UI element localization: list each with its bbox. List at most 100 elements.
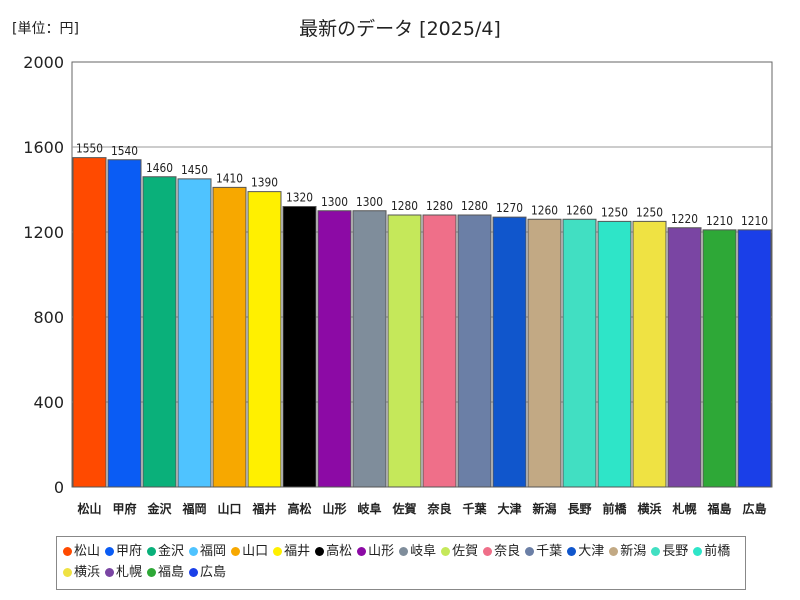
legend-item: 福島: [147, 562, 184, 583]
data-label: 1280: [391, 199, 418, 213]
legend-label: 新潟: [620, 544, 647, 559]
bar-広島: [737, 229, 772, 488]
legend-label: 福岡: [200, 544, 227, 559]
data-label: 1300: [321, 195, 348, 209]
legend-marker-icon: [105, 547, 115, 556]
bar-山形: [317, 210, 352, 488]
legend-label: 佐賀: [452, 544, 479, 559]
x-tick-label: 前橋: [602, 501, 627, 516]
y-tick-label: 1600: [23, 138, 64, 157]
legend-item: 甲府: [105, 541, 142, 562]
data-label: 1300: [356, 195, 383, 209]
legend-label: 長野: [662, 544, 689, 559]
plot-area: [71, 61, 773, 488]
bar-山口: [212, 186, 247, 488]
data-label: 1280: [426, 199, 453, 213]
legend-item: 佐賀: [441, 541, 478, 562]
data-label: 1280: [461, 199, 488, 213]
data-label: 1550: [76, 142, 103, 156]
bar-松山: [72, 157, 107, 488]
legend-label: 横浜: [74, 565, 101, 580]
legend-label: 山形: [368, 544, 395, 559]
x-tick-label: 新潟: [532, 501, 556, 516]
bar-chart: 0 400 800 1200 1600 2000 1550 松山 1540 甲府 1460 金沢 145…: [23, 53, 773, 516]
legend-marker-icon: [63, 568, 72, 577]
legend-marker-icon: [189, 568, 199, 577]
bar-前橋: [597, 220, 632, 488]
x-tick-label: 横浜: [637, 501, 661, 516]
legend-marker-icon: [399, 547, 409, 556]
bar-奈良: [422, 214, 457, 488]
x-tick-label: 千葉: [462, 501, 487, 516]
data-label: 1390: [251, 176, 278, 190]
x-tick-label: 福島: [706, 501, 731, 516]
legend-marker-icon: [105, 568, 115, 577]
bar-福井: [247, 191, 282, 488]
legend-item: 福岡: [189, 541, 226, 562]
legend-label: 松山: [74, 544, 101, 559]
legend-item: 札幌: [105, 562, 142, 583]
bar-高松: [282, 206, 317, 488]
bar-大津: [492, 216, 527, 488]
legend-item: 奈良: [483, 541, 520, 562]
bar-佐賀: [387, 214, 422, 488]
bar-札幌: [667, 227, 702, 488]
legend-marker-icon: [693, 547, 703, 556]
data-label: 1540: [111, 144, 138, 158]
y-tick-label: 0: [54, 478, 64, 497]
legend-marker-icon: [63, 547, 72, 556]
x-tick-label: 札幌: [671, 501, 696, 516]
x-tick-label: 山形: [322, 501, 346, 516]
chart-legend: 松山 甲府 金沢 福岡 山口 福井 高松 山形 岐阜 佐賀 奈良 千葉 大津 新潟 長野 前橋 横浜 札幌 福島 広島: [56, 536, 746, 590]
legend-label: 山口: [242, 544, 269, 559]
bar-長野: [562, 218, 597, 488]
unit-label: [単位：円]: [12, 21, 79, 37]
legend-item: 広島: [189, 562, 226, 583]
legend-marker-icon: [147, 568, 157, 577]
legend-marker-icon: [147, 547, 157, 556]
data-label: 1270: [496, 201, 523, 215]
x-tick-label: 大津: [497, 501, 521, 516]
legend-item: 福井: [273, 541, 310, 562]
bar-福島: [702, 229, 737, 488]
legend-label: 広島: [200, 565, 227, 580]
data-label: 1260: [531, 203, 558, 217]
bar-横浜: [632, 220, 667, 488]
x-tick-label: 甲府: [112, 501, 136, 516]
legend-label: 千葉: [536, 544, 563, 559]
legend-item: 新潟: [609, 541, 646, 562]
legend-label: 福島: [158, 565, 185, 580]
legend-marker-icon: [315, 547, 325, 556]
legend-marker-icon: [483, 547, 493, 556]
legend-marker-icon: [609, 547, 619, 556]
x-tick-label: 福岡: [181, 501, 206, 516]
x-tick-label: 岐阜: [357, 501, 381, 516]
data-label: 1260: [566, 203, 593, 217]
legend-marker-icon: [441, 547, 451, 556]
legend-item: 岐阜: [399, 541, 436, 562]
x-tick-label: 山口: [217, 501, 241, 516]
y-tick-label: 800: [33, 308, 64, 327]
data-label: 1410: [216, 171, 243, 185]
legend-label: 金沢: [158, 544, 185, 559]
legend-marker-icon: [567, 547, 577, 556]
legend-label: 福井: [284, 544, 311, 559]
x-tick-label: 金沢: [146, 501, 172, 516]
bar-金沢: [142, 176, 177, 488]
legend-item: 高松: [315, 541, 352, 562]
legend-item: 横浜: [63, 562, 100, 583]
data-label: 1450: [181, 163, 208, 177]
legend-label: 岐阜: [410, 544, 437, 559]
data-label: 1210: [741, 214, 768, 228]
legend-item: 千葉: [525, 541, 562, 562]
data-label: 1250: [601, 205, 628, 219]
legend-marker-icon: [525, 547, 535, 556]
data-label: 1210: [706, 214, 733, 228]
x-tick-label: 佐賀: [391, 501, 416, 516]
legend-item: 山形: [357, 541, 394, 562]
legend-item: 金沢: [147, 541, 184, 562]
legend-item: 長野: [651, 541, 688, 562]
x-tick-label: 高松: [287, 501, 311, 516]
bar-福岡: [177, 178, 212, 488]
x-tick-label: 福井: [251, 501, 276, 516]
